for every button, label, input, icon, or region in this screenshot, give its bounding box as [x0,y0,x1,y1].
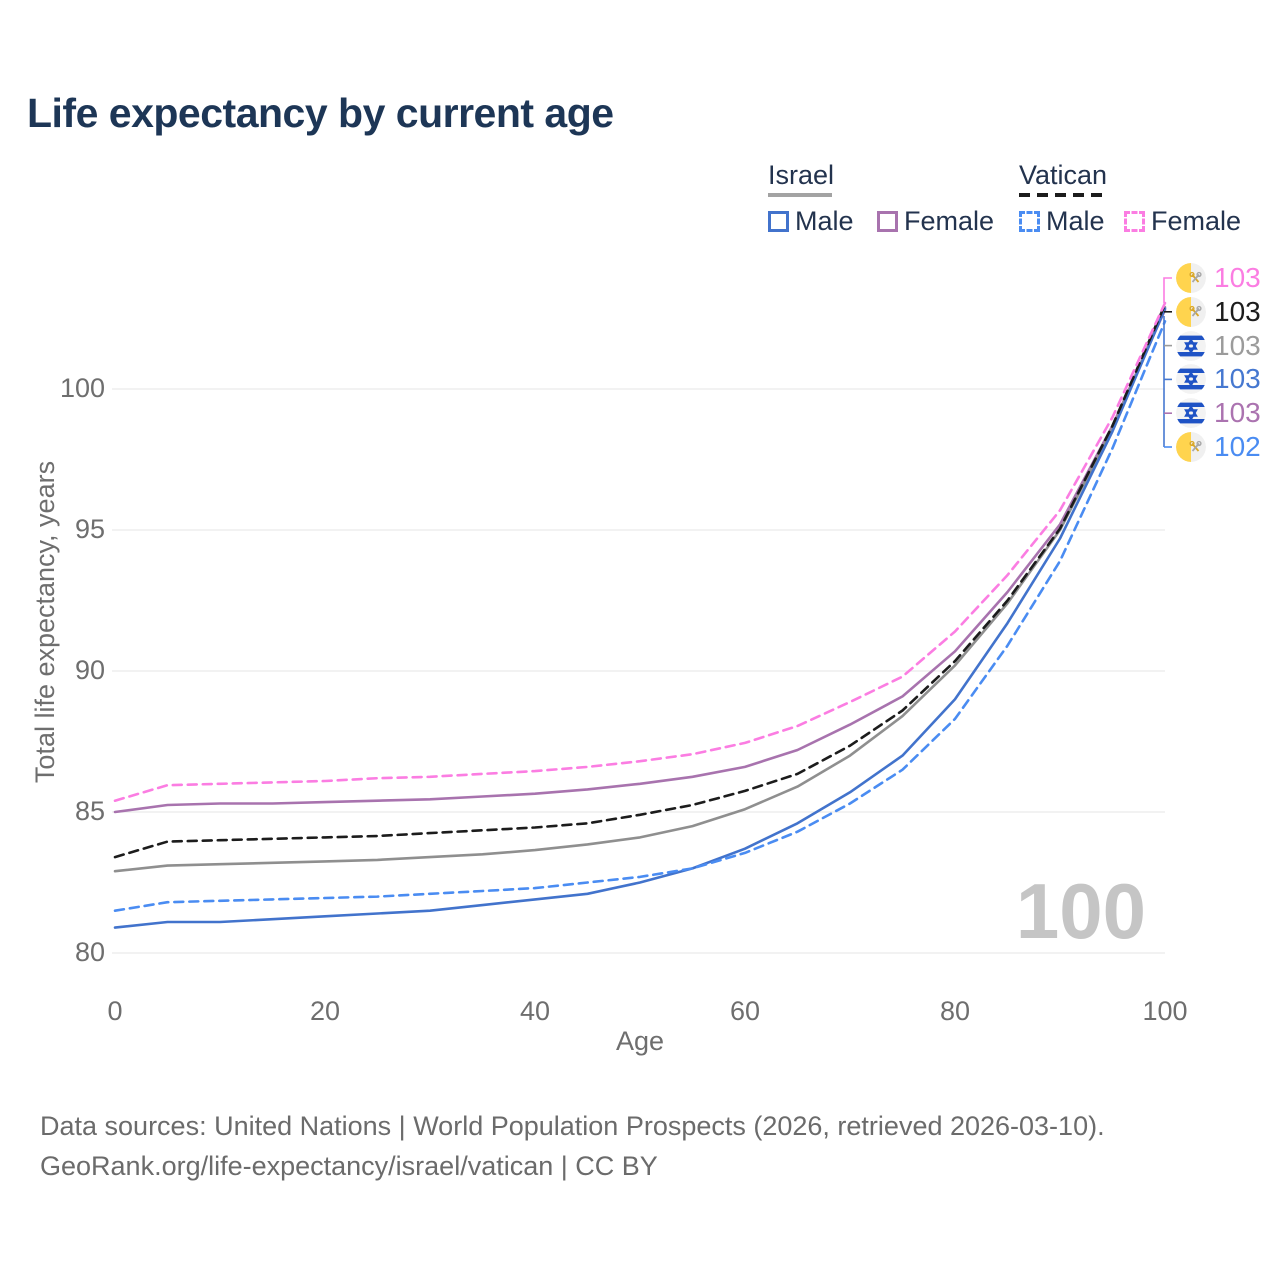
end-label-value: 103 [1214,262,1261,293]
vatican-male-swatch-icon [1019,211,1040,232]
series-line-vatican-female [113,301,1167,803]
x-tick-20: 20 [309,996,341,1026]
x-axis-title: Age [615,1026,665,1056]
legend-israel-female-label: Female [904,206,995,236]
hover-age-watermark: 100 [1015,867,1146,955]
israel-flag [1176,364,1206,395]
x-tick-0: 0 [107,996,123,1026]
legend-israel-label: Israel [768,160,835,190]
vatican-flag [1176,432,1206,462]
legend-vatican-label: Vatican [1019,160,1108,190]
israel-male-swatch-icon [768,211,789,232]
vatican-flag [1176,296,1206,327]
series-line-israel-female [113,308,1167,814]
vatican-flag-icon [1176,263,1206,293]
y-tick-85: 85 [74,796,105,826]
footer-attribution: GeoRank.org/life-expectancy/israel/vatic… [40,1151,658,1181]
vatican-flag [1176,263,1206,293]
footer-data-sources: Data sources: United Nations | World Pop… [40,1111,1105,1141]
footer: Data sources: United Nations | World Pop… [40,1106,1105,1186]
end-label-row: 103 [1176,295,1261,327]
x-tick-40: 40 [519,996,551,1026]
vatican-dashed-line-sample [1019,193,1109,197]
series-line-israel-male [113,307,1167,929]
end-label-value: 103 [1214,295,1261,327]
israel-flag [1176,398,1206,429]
vatican-flag-icon [1176,432,1206,462]
legend-item-israel-male[interactable]: Male [768,206,854,237]
end-label-value: 103 [1214,397,1261,429]
leader-vatican-female [1163,277,1172,303]
legend-item-vatican-female[interactable]: Female [1124,206,1241,237]
vatican-female-swatch-icon [1124,211,1145,232]
end-label-row: 103 [1176,363,1261,395]
israel-female-swatch-icon [877,211,898,232]
vatican-flag-icon [1176,296,1206,327]
y-tick-90: 90 [74,655,105,685]
israel-flag [1176,330,1206,361]
israel-solid-line-sample [768,193,832,197]
x-tick-100: 100 [1142,996,1188,1026]
x-tick-80: 80 [939,996,971,1026]
israel-flag-icon [1176,398,1206,429]
legend-vatican-female-label: Female [1151,206,1242,236]
legend-vatican-male-label: Male [1046,206,1105,236]
israel-flag-icon [1176,364,1206,395]
legend-group-israel: Israel [768,160,834,197]
end-label-value: 103 [1214,363,1261,395]
series-line-vatican-all [113,303,1167,859]
series-line-israel-all [113,305,1167,873]
end-label-row: 103 [1176,263,1261,293]
y-tick-100: 100 [59,373,105,403]
end-label-row: 103 [1176,397,1261,429]
x-tick-60: 60 [729,996,761,1026]
end-label-value: 103 [1214,329,1261,361]
end-label-row: 102 [1176,432,1261,462]
legend-group-vatican: Vatican [1019,160,1109,197]
page-title: Life expectancy by current age [27,90,614,136]
series-line-vatican-male [113,319,1167,913]
y-axis-title: Total life expectancy, years [30,460,60,784]
legend-israel-male-label: Male [795,206,854,236]
y-tick-80: 80 [74,937,105,967]
legend-item-israel-female[interactable]: Female [877,206,994,237]
y-tick-95: 95 [74,514,105,544]
end-label-row: 103 [1176,329,1261,361]
end-label-value: 102 [1214,431,1261,462]
israel-flag-icon [1176,330,1206,361]
legend-item-vatican-male[interactable]: Male [1019,206,1105,237]
